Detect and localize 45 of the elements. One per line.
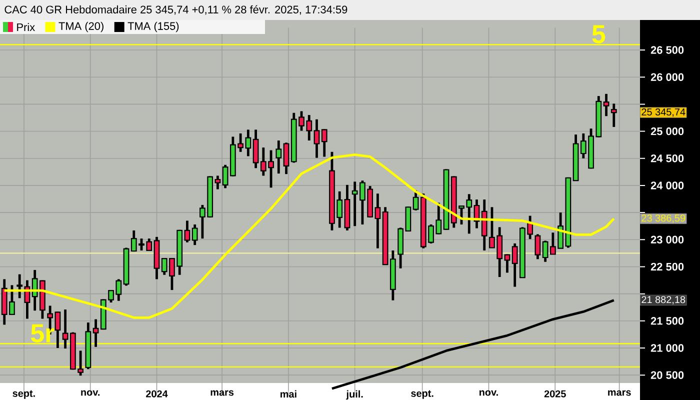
y-tick-label: 21 000: [650, 344, 684, 352]
candlestick: [16, 273, 23, 300]
y-tick-label: 26 500: [650, 46, 684, 54]
candlestick: [412, 189, 419, 212]
annotation: 21 882,18: [642, 296, 686, 304]
y-tick-label: 21 500: [650, 317, 684, 325]
x-tick-label: 2025: [544, 390, 566, 398]
y-tick-label: 22 500: [650, 262, 684, 271]
y-tick-label: 24 500: [650, 154, 684, 162]
x-tick-label: juil.: [346, 390, 363, 400]
x-tick-label: sept.: [12, 390, 35, 399]
x-tick-label: mars: [608, 390, 631, 396]
candlestick: [283, 141, 290, 176]
x-tick-label: 2024: [146, 390, 168, 398]
y-tick-label: 26 000: [650, 73, 684, 81]
annotation: 5: [592, 25, 606, 44]
candlestick: [374, 192, 381, 250]
candlestick: [184, 219, 190, 244]
legend-label: TMA (20): [58, 22, 104, 32]
y-tick-label: 25 000: [650, 127, 684, 136]
line-series: [330, 298, 616, 390]
annotation: 25 345,74: [642, 108, 686, 117]
x-tick-label: nov.: [81, 390, 100, 396]
candlestick: [252, 128, 259, 170]
y-tick-label: 24 000: [650, 182, 684, 190]
legend-label: Prix: [17, 23, 35, 31]
x-tick-label: nov.: [480, 390, 498, 396]
candlestick: [504, 253, 510, 274]
candlestick: [314, 118, 320, 160]
candlestick: [92, 318, 99, 348]
legend-label: TMA (155): [128, 22, 179, 32]
y-tick-label: 23 000: [650, 236, 684, 244]
x-tick-label: mai: [280, 390, 296, 398]
candlestick: [603, 92, 610, 118]
x-tick-label: sept.: [411, 390, 434, 399]
y-tick-label: 20 500: [650, 371, 684, 379]
chart-title: CAC 40 GR Hebdomadaire 25 345,74 +0,11 % 28 févr. 2025, 17:34:59: [4, 5, 348, 15]
candlestick: [321, 128, 328, 158]
x-tick-label: mars: [210, 390, 234, 396]
candlestick: [192, 223, 198, 246]
candlestick: [534, 233, 541, 260]
annotation: 5r: [31, 324, 54, 342]
annotation: 23 386,59: [642, 214, 686, 223]
candlestick: [610, 102, 617, 128]
candlestick: [276, 139, 282, 175]
